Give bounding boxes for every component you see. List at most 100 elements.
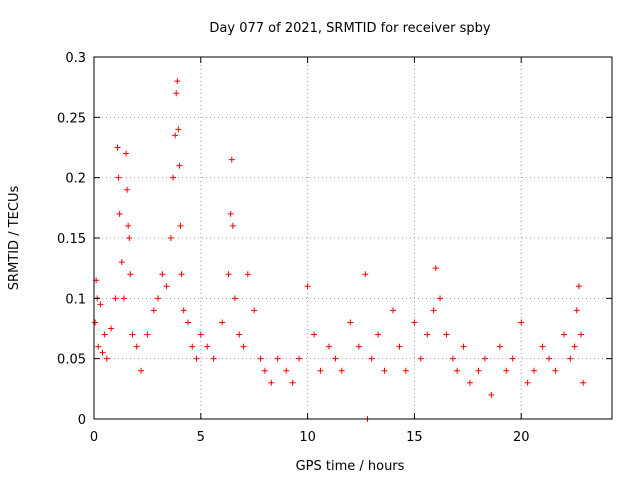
data-point <box>225 271 232 278</box>
data-point <box>170 174 177 181</box>
data-point <box>268 379 275 386</box>
plot-frame <box>93 56 613 420</box>
data-point <box>261 367 268 374</box>
x-tick-label: 0 <box>90 430 98 445</box>
data-point <box>355 343 362 350</box>
data-point <box>123 150 130 157</box>
data-point <box>481 355 488 362</box>
data-point <box>375 331 382 338</box>
data-point <box>362 271 369 278</box>
data-point <box>317 367 324 374</box>
data-point <box>283 367 290 374</box>
data-point <box>180 307 187 314</box>
data-point <box>189 343 196 350</box>
data-point <box>204 343 211 350</box>
grid <box>94 57 612 419</box>
x-tick-label: 10 <box>299 430 316 445</box>
data-point <box>332 355 339 362</box>
data-point <box>496 343 503 350</box>
data-point <box>133 343 140 350</box>
x-tick-label: 5 <box>197 430 205 445</box>
data-point <box>396 343 403 350</box>
data-point <box>347 319 354 326</box>
data-point <box>126 235 133 241</box>
data-point <box>210 355 217 362</box>
data-point <box>509 355 516 362</box>
y-tick-label: 0.2 <box>65 172 86 187</box>
y-tick-label: 0.05 <box>57 353 86 368</box>
y-tick-label: 0.1 <box>65 292 86 307</box>
data-point <box>159 271 166 278</box>
data-point <box>175 126 182 133</box>
data-point <box>424 331 431 338</box>
data-point <box>124 186 131 193</box>
data-point <box>460 343 467 350</box>
data-point <box>115 174 122 181</box>
data-point <box>120 295 127 302</box>
data-point <box>466 379 473 386</box>
data-point <box>184 319 191 326</box>
x-axis-label: GPS time / hours <box>296 459 405 474</box>
y-tick-label: 0.25 <box>57 111 86 126</box>
data-point <box>118 259 125 266</box>
data-point <box>545 355 552 362</box>
data-point <box>443 331 450 338</box>
data-point <box>176 162 183 169</box>
data-point <box>311 331 318 338</box>
data-point <box>575 283 582 290</box>
data-point <box>144 331 151 338</box>
chart-title: Day 077 of 2021, SRMTID for receiver spb… <box>209 21 490 36</box>
data-point <box>114 144 121 151</box>
data-point <box>167 235 174 241</box>
data-point <box>177 222 184 229</box>
y-tick-label: 0.3 <box>65 51 86 66</box>
data-point <box>231 295 238 302</box>
data-point <box>571 343 578 350</box>
data-point <box>150 307 157 314</box>
data-point <box>228 156 235 163</box>
data-point <box>244 271 251 278</box>
data-point <box>289 379 296 386</box>
data-point <box>580 379 587 386</box>
data-point <box>552 367 559 374</box>
data-point <box>524 379 531 386</box>
data-point <box>411 319 418 326</box>
data-point <box>236 331 243 338</box>
x-tick-label: 15 <box>406 430 423 445</box>
data-point <box>116 210 123 217</box>
data-point <box>432 265 439 272</box>
data-point <box>97 301 104 308</box>
data-point <box>531 367 538 374</box>
data-point <box>488 391 495 398</box>
y-tick-label: 0 <box>78 413 86 428</box>
data-point <box>137 367 144 374</box>
data-point <box>99 349 106 356</box>
data-point <box>251 307 258 314</box>
data-point <box>103 355 110 362</box>
data-point <box>567 355 574 362</box>
x-tick-label: 20 <box>513 430 530 445</box>
data-point <box>240 343 247 350</box>
data-point <box>274 355 281 362</box>
data-point <box>95 343 102 350</box>
data-point <box>219 319 226 326</box>
data-point <box>125 222 132 229</box>
data-point <box>257 355 264 362</box>
data-point <box>129 331 136 338</box>
data-point <box>402 367 409 374</box>
data-point <box>127 271 134 278</box>
data-point <box>178 271 185 278</box>
data-point <box>229 222 236 229</box>
data-point <box>417 355 424 362</box>
data-point <box>92 319 99 326</box>
data-point <box>573 307 580 314</box>
data-point <box>578 331 585 338</box>
data-point <box>155 295 162 302</box>
data-point <box>193 355 200 362</box>
data-point <box>304 283 311 290</box>
data-point <box>227 210 234 217</box>
data-point <box>163 283 170 290</box>
data-point <box>112 295 119 302</box>
data-point <box>296 355 303 362</box>
